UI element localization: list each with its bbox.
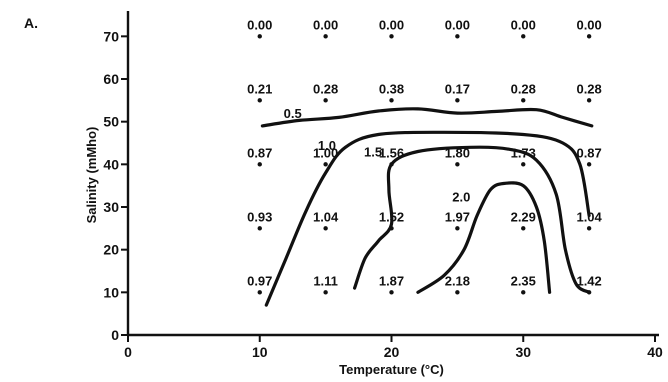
data-point <box>389 226 394 231</box>
data-point <box>455 98 460 103</box>
point-value-label: 2.18 <box>445 273 470 288</box>
data-point <box>521 226 526 231</box>
point-value-label: 0.28 <box>313 81 338 96</box>
contour-line-0.5 <box>260 107 594 128</box>
data-point <box>323 34 328 39</box>
x-tick-label: 40 <box>647 344 663 360</box>
x-tick-label: 20 <box>384 344 400 360</box>
y-tick-label: 10 <box>103 284 119 300</box>
data-point <box>257 290 262 295</box>
data-point <box>323 290 328 295</box>
point-value-label: 1.11 <box>313 273 338 288</box>
data-point <box>389 34 394 39</box>
point-value-label: 2.35 <box>511 273 536 288</box>
y-tick-label: 50 <box>103 114 119 130</box>
point-value-label: 1.42 <box>576 273 601 288</box>
data-point <box>586 34 592 39</box>
data-point <box>323 98 328 103</box>
x-tick-label: 0 <box>124 344 132 360</box>
contour-line-2.0 <box>416 181 552 294</box>
point-value-label: 0.00 <box>576 17 601 32</box>
point-value-label: 0.93 <box>247 209 272 224</box>
point-value-label: 1.04 <box>576 209 602 224</box>
point-value-label: 0.00 <box>445 17 470 32</box>
data-point <box>257 34 262 39</box>
y-tick-label: 30 <box>103 199 119 215</box>
point-value-label: 1.80 <box>445 145 470 160</box>
data-point <box>257 162 262 167</box>
contour-label: 0.5 <box>284 106 302 121</box>
data-point <box>521 34 526 39</box>
data-point <box>257 226 262 231</box>
point-value-label: 0.28 <box>576 81 601 96</box>
y-tick-label: 70 <box>103 28 119 44</box>
point-value-label: 0.87 <box>247 145 272 160</box>
data-point <box>323 162 328 167</box>
contour-line-1.0 <box>264 130 591 307</box>
data-point <box>389 290 394 295</box>
point-value-label: 0.00 <box>379 17 404 32</box>
contour-label: 1.0 <box>318 138 336 153</box>
point-value-label: 0.97 <box>247 273 272 288</box>
point-value-label: 0.87 <box>576 145 601 160</box>
data-point <box>586 226 592 231</box>
panel-label: A. <box>24 15 38 31</box>
point-value-label: 1.56 <box>379 145 404 160</box>
y-tick-label: 0 <box>111 327 119 343</box>
data-point <box>586 98 592 103</box>
y-tick-label: 40 <box>103 156 119 172</box>
point-value-label: 1.73 <box>511 145 536 160</box>
data-point <box>455 290 460 295</box>
data-point <box>389 162 394 167</box>
data-point <box>455 162 460 167</box>
data-point <box>586 290 592 295</box>
x-tick-label: 30 <box>515 344 531 360</box>
point-value-label: 2.29 <box>511 209 536 224</box>
contour-line-1.5 <box>353 145 591 294</box>
data-point <box>389 98 394 103</box>
data-point <box>586 162 592 167</box>
point-value-label: 1.04 <box>313 209 339 224</box>
data-point <box>521 290 526 295</box>
point-value-label: 0.00 <box>247 17 272 32</box>
point-value-label: 0.28 <box>511 81 536 96</box>
y-tick-label: 20 <box>103 242 119 258</box>
data-point <box>455 226 460 231</box>
y-axis-title: Salinity (mMho) <box>84 127 99 224</box>
data-point <box>455 34 460 39</box>
point-value-label: 1.52 <box>379 209 404 224</box>
contour-label: 1.5 <box>364 145 382 160</box>
point-value-label: 0.21 <box>247 81 272 96</box>
data-point <box>521 98 526 103</box>
x-axis-title: Temperature (°C) <box>339 362 444 377</box>
data-point <box>323 226 328 231</box>
point-value-label: 0.00 <box>313 17 338 32</box>
point-value-label: 0.00 <box>511 17 536 32</box>
point-value-label: 0.38 <box>379 81 404 96</box>
data-point <box>257 98 262 103</box>
x-tick-label: 10 <box>252 344 268 360</box>
point-value-label: 0.17 <box>445 81 470 96</box>
point-value-label: 1.97 <box>445 209 470 224</box>
contour-label: 2.0 <box>452 189 470 204</box>
data-point <box>521 162 526 167</box>
point-value-label: 1.87 <box>379 273 404 288</box>
y-tick-label: 60 <box>103 71 119 87</box>
point-value-label: 1.00 <box>313 145 338 160</box>
